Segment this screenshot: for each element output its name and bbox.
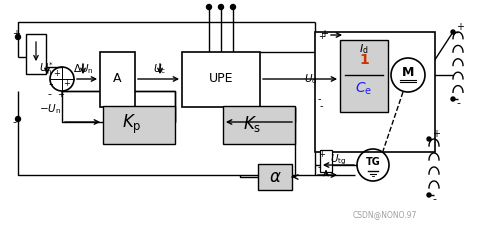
Text: +: + [63,79,70,89]
Text: $U_\mathrm{c}$: $U_\mathrm{c}$ [153,62,166,76]
Circle shape [426,137,430,141]
Circle shape [230,5,235,10]
Text: -: - [48,79,52,91]
Circle shape [450,97,454,101]
Text: -: - [431,194,435,204]
Text: $\alpha$: $\alpha$ [268,168,281,186]
Text: $K_\mathrm{p}$: $K_\mathrm{p}$ [122,112,142,136]
Text: M: M [401,66,413,79]
Text: +: + [12,29,20,39]
Text: +: + [319,29,327,39]
Text: +: + [317,32,324,41]
Circle shape [426,193,430,197]
Circle shape [450,30,454,34]
Text: +: + [53,69,60,79]
Bar [100,52,135,107]
Text: +: + [431,129,439,139]
Bar [26,34,46,74]
Bar [103,106,175,144]
Text: -: - [319,101,323,111]
Text: $-U_\mathrm{n}$: $-U_\mathrm{n}$ [39,102,61,116]
Text: $I_\mathrm{d}$: $I_\mathrm{d}$ [359,42,368,56]
Circle shape [15,35,21,39]
Text: $U_\mathrm{n}^*$: $U_\mathrm{n}^*$ [39,61,54,77]
Text: UPE: UPE [208,72,233,86]
Text: +: + [317,150,324,159]
Text: -: - [455,98,459,108]
Text: CSDN@NONO.97: CSDN@NONO.97 [352,210,416,220]
Text: -: - [317,94,321,104]
Text: $K_\mathrm{s}$: $K_\mathrm{s}$ [242,114,261,134]
Bar [181,52,260,107]
Bar [314,32,434,152]
Text: $U_\mathrm{tg}$: $U_\mathrm{tg}$ [329,153,346,167]
Bar [257,164,291,190]
Bar [319,150,331,172]
Text: +: + [455,22,463,32]
Text: -: - [317,162,321,172]
Text: +: + [57,90,64,99]
Text: -: - [47,89,51,99]
Text: 1: 1 [359,53,368,67]
Text: $C_\mathrm{e}$: $C_\mathrm{e}$ [355,81,372,97]
Bar [339,40,387,112]
Bar [223,106,294,144]
Text: TG: TG [365,157,380,167]
Text: A: A [112,72,121,86]
Circle shape [218,5,223,10]
Text: $\Delta U_\mathrm{n}$: $\Delta U_\mathrm{n}$ [72,62,93,76]
Circle shape [15,116,21,121]
Text: -: - [12,117,16,127]
Circle shape [206,5,211,10]
Text: $U_\mathrm{d}$: $U_\mathrm{d}$ [304,72,317,86]
